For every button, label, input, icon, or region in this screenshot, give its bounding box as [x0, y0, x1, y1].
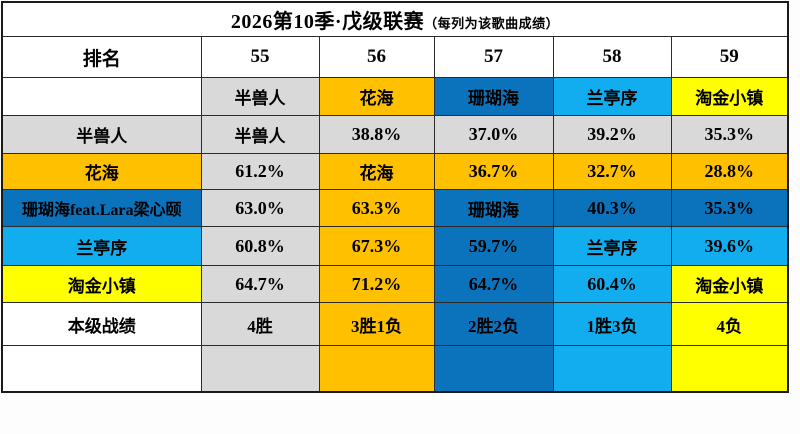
table-cell: 39.2%	[552, 115, 672, 154]
table-cell: 28.8%	[670, 153, 789, 190]
table-cell: 59.7%	[433, 226, 554, 266]
table-cell: 淘金小镇	[670, 265, 789, 303]
row-shanhuhai: 珊瑚海feat.Lara梁心颐 63.0% 63.3% 珊瑚海 40.3% 35.3%	[1, 189, 789, 227]
table-cell: 71.2%	[318, 265, 435, 303]
table-cell: 63.3%	[318, 189, 435, 227]
table-cell	[433, 345, 554, 392]
table-cell: 兰亭序	[552, 226, 672, 266]
table-cell: 36.7%	[433, 153, 554, 190]
table-cell: 淘金小镇	[670, 77, 789, 116]
row-banshouren: 半兽人 半兽人 38.8% 37.0% 39.2% 35.3%	[1, 115, 789, 154]
table-cell	[552, 345, 672, 392]
table-cell: 2胜2负	[433, 302, 554, 346]
row-banshouren-label: 半兽人	[1, 115, 202, 154]
table-cell	[318, 345, 435, 392]
table-cell: 64.7%	[433, 265, 554, 303]
row-lantingxu-label: 兰亭序	[1, 226, 202, 266]
table-cell: 半兽人	[200, 115, 320, 154]
row-lantingxu: 兰亭序 60.8% 67.3% 59.7% 兰亭序 39.6%	[1, 226, 789, 266]
table-cell: 兰亭序	[552, 77, 672, 116]
table-cell: 35.3%	[670, 115, 789, 154]
table-cell	[200, 345, 320, 392]
title-sub: （每列为该歌曲成绩）	[424, 16, 560, 31]
title-row: 2026第10季·戊级联赛（每列为该歌曲成绩）	[1, 1, 789, 37]
row-footer-colors	[1, 345, 789, 392]
row-shanhuhai-label: 珊瑚海feat.Lara梁心颐	[1, 189, 202, 227]
page-title: 2026第10季·戊级联赛（每列为该歌曲成绩）	[1, 1, 789, 37]
song-header-row: 半兽人 花海 珊瑚海 兰亭序 淘金小镇	[1, 77, 789, 116]
table-cell	[670, 345, 789, 392]
row-footer-colors-label	[1, 345, 202, 392]
table-cell: 35.3%	[670, 189, 789, 227]
table-cell: 38.8%	[318, 115, 435, 154]
table-cell: 67.3%	[318, 226, 435, 266]
table-cell: 珊瑚海	[433, 77, 554, 116]
row-taojinxiaozhen-label: 淘金小镇	[1, 265, 202, 303]
rank-col-55: 55	[200, 36, 320, 78]
table-cell: 39.6%	[670, 226, 789, 266]
rank-col-56: 56	[318, 36, 435, 78]
table-cell: 61.2%	[200, 153, 320, 190]
table-cell: 4胜	[200, 302, 320, 346]
table-cell: 60.4%	[552, 265, 672, 303]
table-cell: 半兽人	[200, 77, 320, 116]
league-table: 2026第10季·戊级联赛（每列为该歌曲成绩） 排名 55 56 57 58 59 半兽…	[1, 1, 789, 393]
rank-col-57: 57	[433, 36, 554, 78]
row-taojinxiaozhen: 淘金小镇 64.7% 71.2% 64.7% 60.4% 淘金小镇	[1, 265, 789, 303]
table-cell: 37.0%	[433, 115, 554, 154]
rank-col-58: 58	[552, 36, 672, 78]
table-cell: 32.7%	[552, 153, 672, 190]
table-cell: 60.8%	[200, 226, 320, 266]
row-record-label: 本级战绩	[1, 302, 202, 346]
title-main: 2026第10季·戊级联赛	[230, 11, 425, 33]
table-cell: 63.0%	[200, 189, 320, 227]
row-huahai-label: 花海	[1, 153, 202, 190]
table-cell: 1胜3负	[552, 302, 672, 346]
row-huahai: 花海 61.2% 花海 36.7% 32.7% 28.8%	[1, 153, 789, 190]
row-record: 本级战绩 4胜 3胜1负 2胜2负 1胜3负 4负	[1, 302, 789, 346]
table-cell: 4负	[670, 302, 789, 346]
rank-header-label: 排名	[1, 36, 202, 78]
song-header-row-label	[1, 77, 202, 116]
rank-header-row: 排名 55 56 57 58 59	[1, 36, 789, 78]
table-cell: 64.7%	[200, 265, 320, 303]
rank-col-59: 59	[670, 36, 789, 78]
table-cell: 花海	[318, 153, 435, 190]
table-cell: 40.3%	[552, 189, 672, 227]
table-cell: 花海	[318, 77, 435, 116]
table-cell: 3胜1负	[318, 302, 435, 346]
table-cell: 珊瑚海	[433, 189, 554, 227]
